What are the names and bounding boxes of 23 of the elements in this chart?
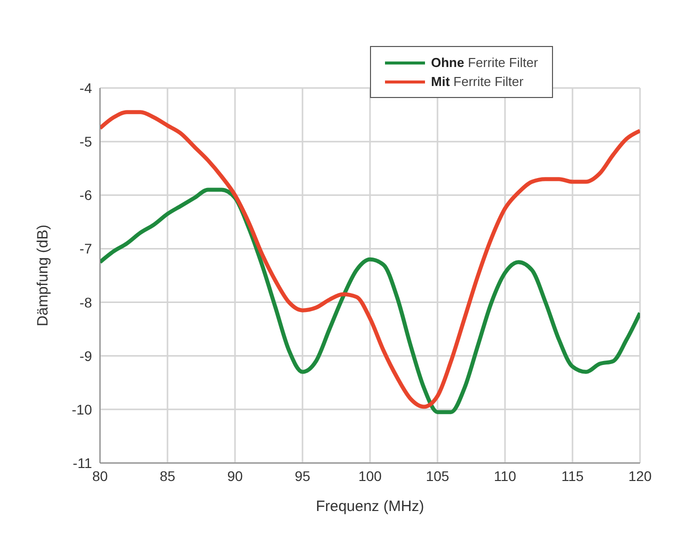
x-tick-label: 120	[628, 468, 652, 484]
y-axis-title: Dämpfung (dB)	[34, 224, 52, 326]
x-tick-label: 110	[494, 468, 516, 484]
x-tick-label: 90	[227, 468, 243, 484]
x-tick-label: 105	[426, 468, 450, 484]
legend-label: Ohne Ferrite Filter	[431, 54, 538, 72]
line-series	[100, 188, 640, 414]
y-tick-label: -9	[80, 348, 92, 364]
x-tick-label: 95	[294, 468, 310, 484]
legend-label: Mit Ferrite Filter	[431, 73, 524, 91]
x-tick-label: 80	[92, 468, 108, 484]
y-tick-label: -11	[72, 454, 92, 471]
x-tick-label: 100	[358, 468, 382, 484]
y-tick-label: -8	[80, 294, 92, 310]
y-tick-label: -6	[80, 187, 92, 204]
y-tick-label: -4	[80, 80, 92, 96]
x-tick-label: 85	[160, 468, 176, 484]
y-tick-label: -10	[72, 401, 92, 418]
x-axis-title: Frequenz (MHz)	[316, 498, 424, 515]
line-series	[100, 110, 640, 409]
x-tick-label: 115	[561, 468, 584, 484]
y-tick-label: -5	[80, 134, 92, 150]
y-tick-label: -7	[80, 240, 92, 257]
